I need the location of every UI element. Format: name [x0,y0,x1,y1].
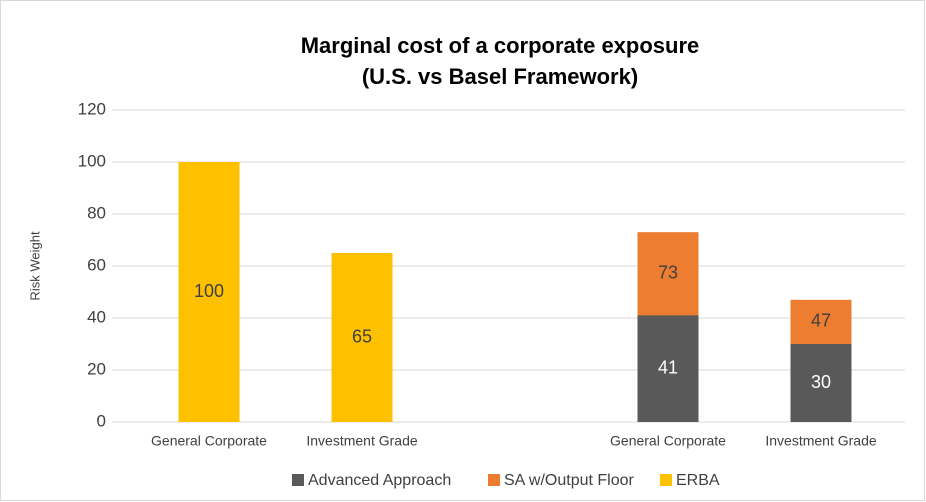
data-label: 41 [658,357,678,377]
bar [637,315,699,422]
legend-swatch [660,474,672,486]
chart-subtitle: (U.S. vs Basel Framework) [362,64,638,89]
legend-label: SA w/Output Floor [504,472,635,489]
legend-label: Advanced Approach [308,472,451,489]
y-tick-label: 60 [87,255,106,274]
y-tick-label: 0 [97,411,106,430]
x-tick-label: Investment Grade [306,433,417,449]
data-label: 100 [194,281,224,301]
bar [331,253,393,422]
chart-title: Marginal cost of a corporate exposure [301,33,700,58]
data-label: 30 [811,372,831,392]
y-tick-label: 120 [78,99,106,118]
data-label: 47 [811,311,831,331]
bar [790,344,852,422]
data-label: 65 [352,326,372,346]
y-tick-label: 100 [78,151,106,170]
x-tick-label: General Corporate [151,433,267,449]
x-tick-label: General Corporate [610,433,726,449]
x-tick-label: Investment Grade [765,433,876,449]
y-tick-label: 80 [87,203,106,222]
legend-swatch [292,474,304,486]
legend-label: ERBA [676,472,720,489]
y-tick-label: 20 [87,359,106,378]
data-label: 73 [658,263,678,283]
y-axis-label: Risk Weight [27,231,42,301]
bar [178,162,240,422]
y-tick-label: 40 [87,307,106,326]
legend-swatch [488,474,500,486]
